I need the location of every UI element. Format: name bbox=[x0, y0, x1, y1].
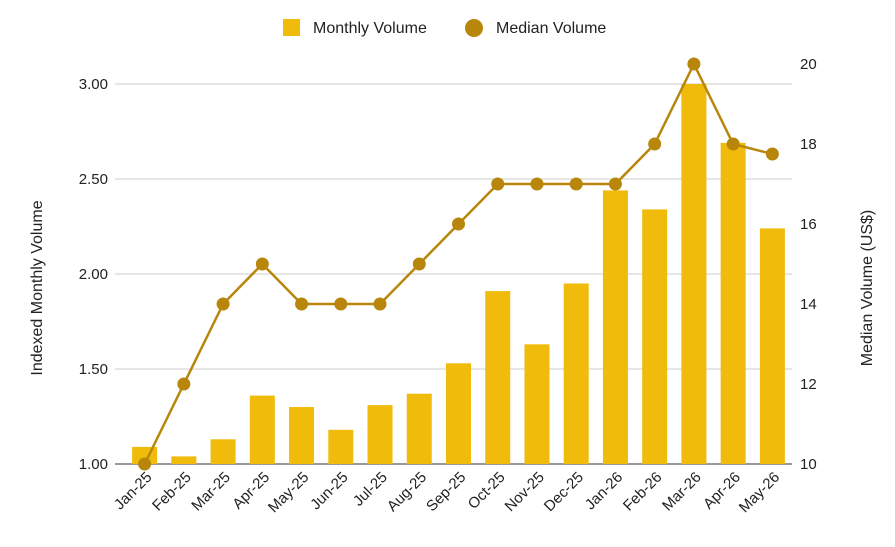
line-point bbox=[373, 297, 387, 311]
bar bbox=[642, 209, 668, 464]
bar bbox=[249, 395, 275, 464]
bar bbox=[289, 407, 315, 464]
legend-marker-median-volume bbox=[465, 19, 483, 37]
bar bbox=[171, 456, 197, 464]
bar bbox=[406, 393, 432, 464]
right-axis-ticks: 10 12 14 16 18 20 bbox=[800, 56, 817, 473]
legend-label-median-volume: Median Volume bbox=[496, 20, 606, 37]
line-point bbox=[177, 377, 191, 391]
line-point bbox=[569, 177, 583, 191]
bar-series-monthly-volume bbox=[132, 84, 785, 464]
bar bbox=[720, 142, 746, 464]
legend: Monthly Volume Median Volume bbox=[283, 19, 606, 37]
bar bbox=[485, 291, 511, 464]
line-point bbox=[765, 147, 779, 161]
left-tick-label: 2.50 bbox=[79, 171, 108, 188]
bar bbox=[681, 84, 707, 464]
x-tick-label: Jan-26 bbox=[582, 469, 626, 513]
left-axis-ticks: 1.00 1.50 2.00 2.50 3.00 bbox=[79, 76, 108, 473]
line-point bbox=[608, 177, 622, 191]
x-tick-label: Aug-25 bbox=[384, 469, 430, 515]
line-point bbox=[138, 457, 152, 471]
x-tick-label: Jun-25 bbox=[307, 469, 351, 513]
x-tick-label: Jan-25 bbox=[111, 469, 155, 513]
right-tick-label: 12 bbox=[800, 376, 817, 393]
right-axis-title: Median Volume (US$) bbox=[859, 210, 876, 367]
x-tick-label: Sep-25 bbox=[423, 469, 469, 515]
right-tick-label: 20 bbox=[800, 56, 817, 73]
bar bbox=[328, 429, 354, 464]
line-point bbox=[726, 137, 740, 151]
left-tick-label: 1.00 bbox=[79, 456, 108, 473]
line-point bbox=[216, 297, 230, 311]
x-tick-label: Feb-26 bbox=[620, 469, 666, 515]
bar bbox=[446, 363, 471, 464]
left-axis-title: Indexed Monthly Volume bbox=[29, 200, 46, 375]
left-tick-label: 1.50 bbox=[79, 361, 108, 378]
x-tick-label: Mar-25 bbox=[188, 469, 234, 515]
line-point bbox=[648, 137, 662, 151]
x-tick-label: May-26 bbox=[736, 469, 783, 516]
line-point bbox=[412, 257, 426, 271]
bar bbox=[759, 228, 785, 464]
bar bbox=[367, 405, 393, 464]
x-tick-label: Dec-25 bbox=[541, 469, 587, 515]
x-tick-label: Oct-25 bbox=[465, 469, 509, 513]
right-tick-label: 10 bbox=[800, 456, 817, 473]
left-tick-label: 2.00 bbox=[79, 266, 108, 283]
bar bbox=[210, 439, 236, 464]
legend-label-monthly-volume: Monthly Volume bbox=[313, 20, 427, 37]
x-tick-label: Feb-25 bbox=[149, 469, 195, 515]
x-tick-label: Mar-26 bbox=[659, 469, 705, 515]
gridlines bbox=[115, 83, 792, 465]
line-point bbox=[687, 57, 701, 71]
line-point bbox=[255, 257, 269, 271]
x-axis-ticks: Jan-25Feb-25Mar-25Apr-25May-25Jun-25Jul-… bbox=[111, 469, 783, 516]
bar bbox=[602, 190, 628, 464]
x-tick-label: May-25 bbox=[265, 469, 312, 516]
x-tick-label: Nov-25 bbox=[502, 469, 548, 515]
right-tick-label: 14 bbox=[800, 296, 817, 313]
bar bbox=[563, 283, 589, 464]
right-tick-label: 18 bbox=[800, 136, 817, 153]
left-tick-label: 3.00 bbox=[79, 76, 108, 93]
line-series-median-volume bbox=[138, 57, 779, 471]
line-point bbox=[491, 177, 505, 191]
legend-swatch-monthly-volume bbox=[283, 19, 300, 36]
line-point bbox=[530, 177, 544, 191]
line-point bbox=[452, 217, 465, 231]
line-point bbox=[334, 297, 348, 311]
bar bbox=[524, 344, 550, 464]
line-point bbox=[295, 297, 309, 311]
right-tick-label: 16 bbox=[800, 216, 817, 233]
